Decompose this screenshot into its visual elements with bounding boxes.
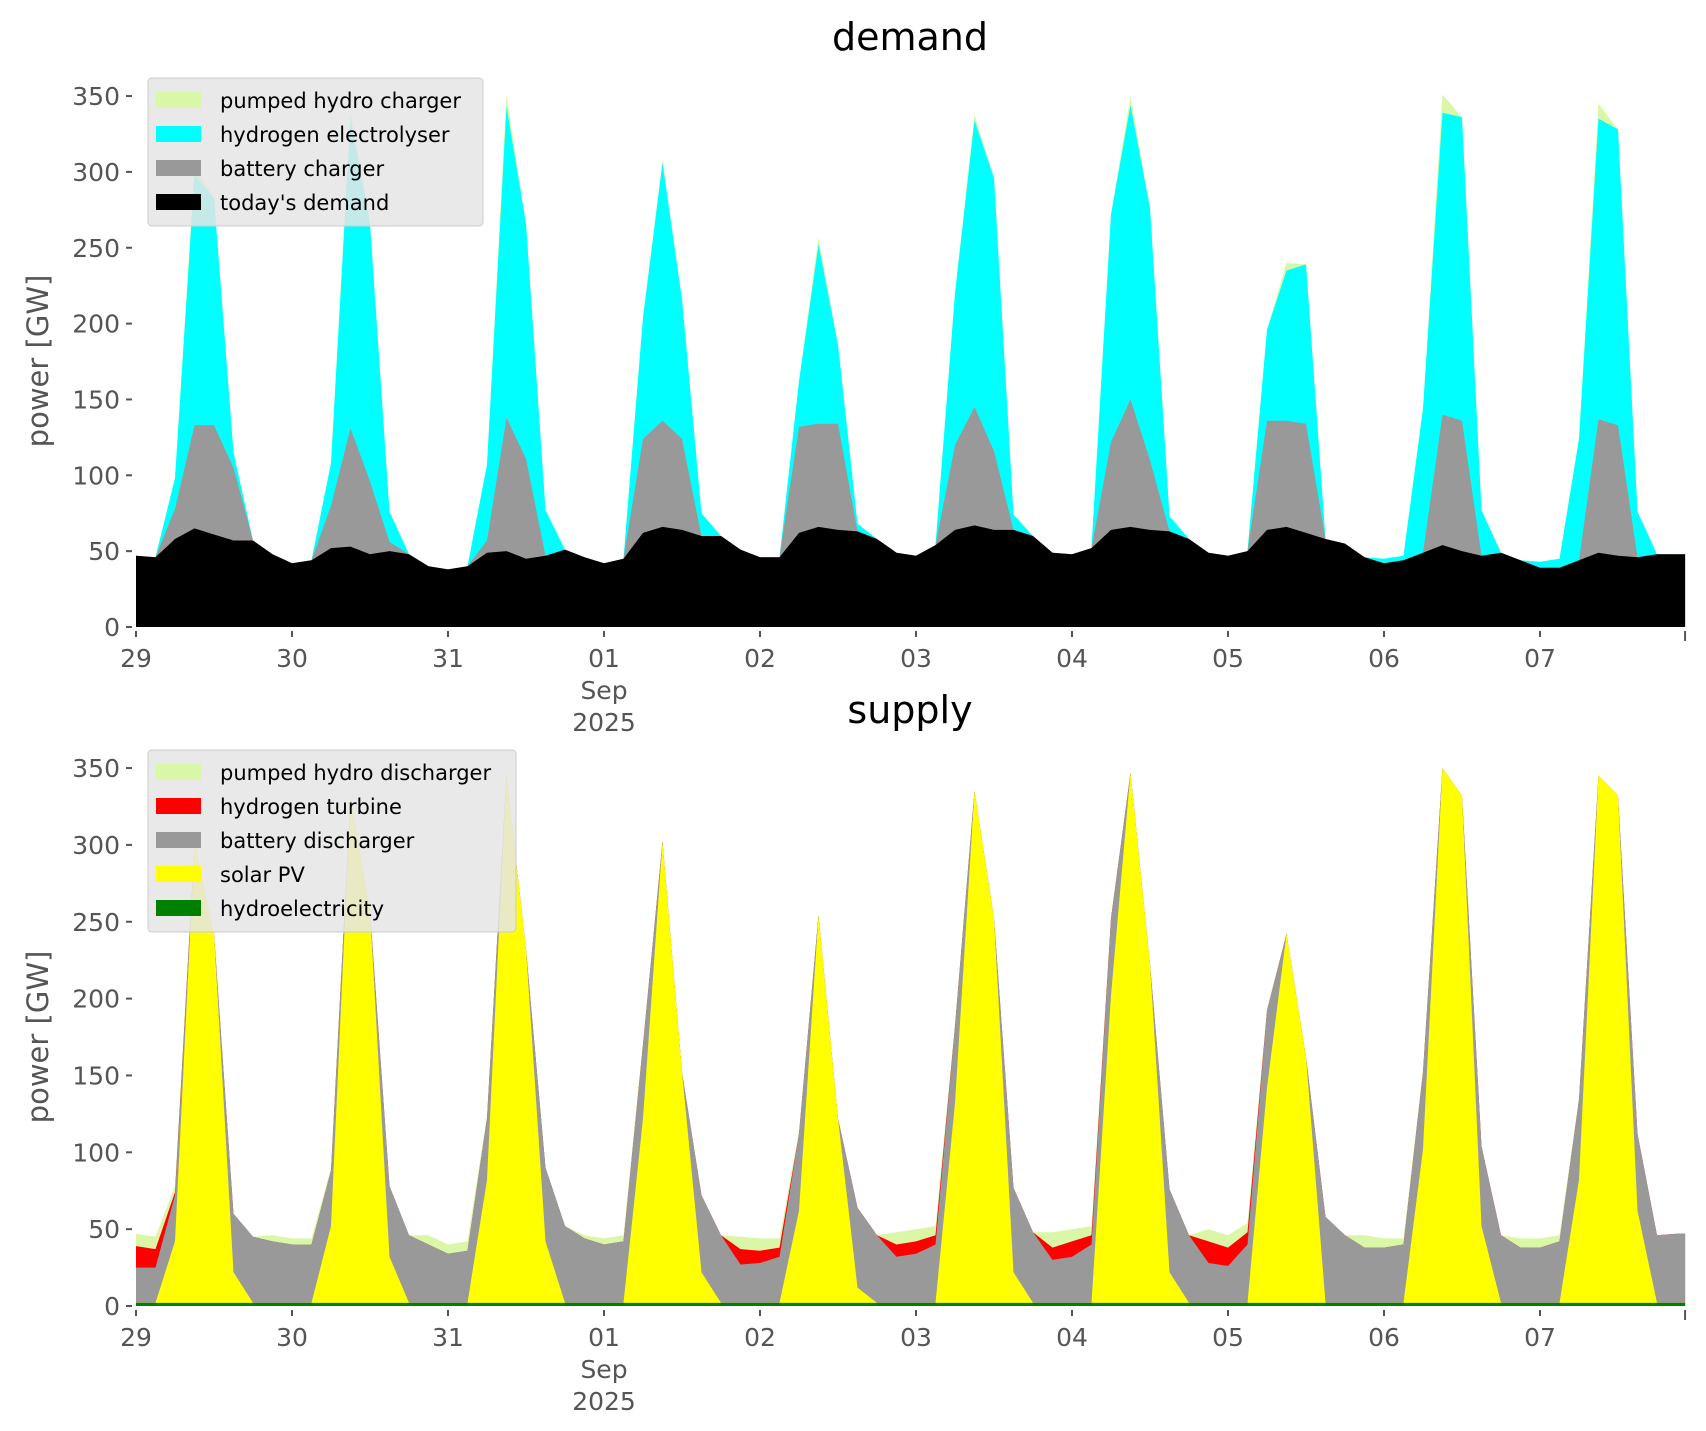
legend-label: solar PV <box>220 863 305 887</box>
y-tick-label: 350 <box>72 82 120 111</box>
legend-label: battery charger <box>220 157 385 181</box>
area-solar-pv <box>136 768 1686 1306</box>
x-tick-label: 04 <box>1056 644 1088 673</box>
y-axis-label: power [GW] <box>21 951 55 1124</box>
legend-swatch <box>156 92 201 108</box>
x-tick-label: 05 <box>1212 644 1244 673</box>
x-tick-label: 30 <box>276 1323 308 1352</box>
legend-swatch <box>156 900 201 916</box>
x-tick-label: 01 <box>588 1323 620 1352</box>
y-tick-label: 150 <box>72 1061 120 1090</box>
legend-label: today's demand <box>220 191 389 215</box>
x-tick-label: 03 <box>900 644 932 673</box>
y-axis-label: power [GW] <box>21 275 55 448</box>
demand-chart: demand power [GW] 0501001502002503003502… <box>21 15 1687 737</box>
chart-title: supply <box>847 688 972 732</box>
x-tick-year-label: 2025 <box>572 708 636 737</box>
x-tick-label: 30 <box>276 644 308 673</box>
legend-box <box>147 749 517 933</box>
legend-label: hydrogen turbine <box>220 795 402 819</box>
x-tick-year-label: 2025 <box>572 1387 636 1416</box>
x-tick-label: 04 <box>1056 1323 1088 1352</box>
x-tick-month-label: Sep <box>580 1355 627 1384</box>
legend-label: pumped hydro charger <box>220 89 461 113</box>
area-layer <box>136 94 1686 627</box>
y-tick-label: 0 <box>104 613 120 642</box>
legend-swatch <box>156 798 201 814</box>
y-tick-label: 100 <box>72 1138 120 1167</box>
x-tick-label: 06 <box>1368 644 1400 673</box>
x-tick-label: 29 <box>120 1323 152 1352</box>
legend-swatch <box>156 160 201 176</box>
x-tick-label: 02 <box>744 644 776 673</box>
y-tick-label: 100 <box>72 461 120 490</box>
legend-label: pumped hydro discharger <box>220 761 491 785</box>
legend-swatch <box>156 832 201 848</box>
x-tick-label: 31 <box>432 1323 464 1352</box>
x-tick-label: 01 <box>588 644 620 673</box>
supply-chart: supply power [GW] 0501001502002503003502… <box>21 688 1687 1416</box>
y-tick-label: 300 <box>72 831 120 860</box>
y-tick-label: 300 <box>72 158 120 187</box>
y-tick-label: 250 <box>72 908 120 937</box>
y-tick-label: 250 <box>72 234 120 263</box>
legend-swatch <box>156 194 201 210</box>
y-tick-label: 200 <box>72 310 120 339</box>
x-tick-label: 06 <box>1368 1323 1400 1352</box>
legend-swatch <box>156 866 201 882</box>
y-tick-label: 0 <box>104 1292 120 1321</box>
y-tick-label: 150 <box>72 385 120 414</box>
legend-box <box>147 77 484 227</box>
x-tick-month-label: Sep <box>580 676 627 705</box>
area-layer <box>136 768 1686 1306</box>
x-tick-label: 31 <box>432 644 464 673</box>
legend: pumped hydro charger hydrogen electrolyse… <box>147 77 484 227</box>
y-tick-label: 200 <box>72 985 120 1014</box>
x-tick-label: 29 <box>120 644 152 673</box>
legend-swatch <box>156 126 201 142</box>
area-today-s-demand <box>136 525 1686 627</box>
legend-label: hydroelectricity <box>220 897 384 921</box>
area-hydroelectricity <box>136 1302 1686 1306</box>
chart-title: demand <box>832 15 988 59</box>
x-tick-label: 05 <box>1212 1323 1244 1352</box>
legend-label: battery discharger <box>220 829 415 853</box>
legend-swatch <box>156 764 201 780</box>
y-tick-label: 350 <box>72 754 120 783</box>
y-tick-label: 50 <box>88 537 120 566</box>
x-tick-label: 02 <box>744 1323 776 1352</box>
legend: pumped hydro discharger hydrogen turbine b… <box>147 749 517 933</box>
x-tick-label: 03 <box>900 1323 932 1352</box>
y-tick-label: 50 <box>88 1215 120 1244</box>
x-tick-label: 07 <box>1524 644 1556 673</box>
legend-label: hydrogen electrolyser <box>220 123 450 147</box>
x-tick-label: 07 <box>1524 1323 1556 1352</box>
